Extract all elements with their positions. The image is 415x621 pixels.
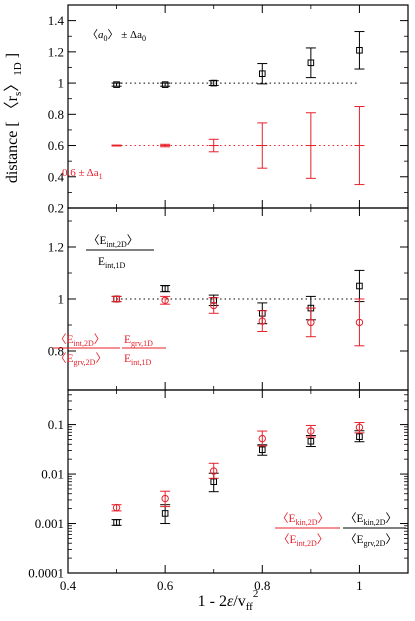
y-tick-label: 0.8	[48, 344, 64, 359]
data-point	[112, 295, 121, 303]
svg-text:〈Ekin,2D〉: 〈Ekin,2D〉	[345, 512, 397, 527]
annotation-eint-ratio: 〈Eint,2D〉 Eint,1D	[86, 234, 154, 270]
annotation-ekin-eint: 〈Ekin,2D〉 〈Eint,2D〉	[275, 512, 340, 548]
series-1	[111, 422, 365, 512]
y-tick-label: 0.1	[48, 417, 64, 432]
svg-text:〈Egrv,2D〉: 〈Egrv,2D〉	[345, 533, 397, 548]
panel-bottom: 0.0001 0.001 0.01 0.1	[28, 389, 409, 581]
data-point	[307, 318, 315, 327]
data-point	[258, 70, 266, 78]
panels: 0.20.40.60.811.21.40.811.20.00010.0010.0…	[28, 4, 409, 581]
data-point	[307, 427, 315, 435]
svg-text:〈Eint,2D〉: 〈Eint,2D〉	[88, 234, 138, 249]
series-1	[111, 106, 365, 186]
y-axis-title: distance [ 〈rs〉1D ]	[4, 53, 24, 183]
data-point	[258, 434, 266, 443]
data-point	[161, 296, 169, 304]
svg-text:〈Eint,2D〉: 〈Eint,2D〉	[55, 333, 105, 348]
series-0	[111, 430, 365, 526]
series-1	[111, 295, 365, 347]
data-point	[112, 503, 121, 512]
y-tick-label: 1	[58, 76, 65, 91]
series-0	[111, 269, 365, 325]
data-point	[356, 46, 363, 54]
y-tick-label: 0.2	[48, 201, 64, 216]
data-point	[210, 79, 218, 87]
data-point	[355, 318, 364, 327]
data-point	[210, 467, 218, 475]
svg-text:〈Ekin,2D〉: 〈Ekin,2D〉	[277, 512, 329, 527]
y-tick-label: 1	[58, 292, 65, 307]
data-point	[258, 446, 266, 454]
data-point	[210, 478, 218, 486]
data-point	[356, 282, 363, 290]
data-point	[113, 81, 120, 88]
data-point	[161, 494, 169, 503]
y-tick-label: 1.4	[48, 13, 65, 28]
data-point	[113, 519, 120, 526]
y-tick-label: 0.01	[41, 467, 64, 482]
svg-text:〈Egrv,2D〉: 〈Egrv,2D〉	[55, 352, 107, 367]
data-point	[356, 433, 363, 440]
svg-text:Eint,1D: Eint,1D	[124, 353, 151, 367]
y-tick-label: 1.2	[48, 44, 64, 59]
y-tick-label: 0.4	[48, 169, 65, 184]
x-tick-label: 0.6	[157, 578, 174, 593]
annotation-eint-egrv: 〈Eint,2D〉 〈Egrv,2D〉 Egrv,1D Eint,1D	[53, 333, 166, 367]
annotation-ekin-egrv: 〈Ekin,2D〉 〈Egrv,2D〉	[343, 512, 406, 548]
svg-text:Egrv,1D: Egrv,1D	[124, 334, 153, 348]
data-point	[307, 59, 315, 67]
y-tick-label: 0.0001	[28, 566, 64, 581]
x-tick-label: 1	[356, 578, 363, 593]
x-tick-label: 0.8	[254, 578, 270, 593]
y-tick-label: 0.8	[48, 107, 64, 122]
x-tick-labels: 0.4 0.6 0.8 1	[60, 578, 363, 593]
data-point	[161, 81, 169, 88]
y-tick-label: 1.2	[48, 240, 64, 255]
y-tick-label: 0.001	[35, 516, 64, 531]
data-point	[210, 301, 218, 310]
annotation-a0: 〈a0〉 ± Δa0	[87, 28, 146, 43]
data-point	[161, 285, 169, 292]
data-point	[355, 423, 364, 432]
data-point	[307, 437, 315, 445]
series-0	[111, 31, 365, 88]
data-point	[258, 317, 266, 325]
x-axis-title: 1 - 2ε/vff2	[198, 588, 259, 613]
panel-middle: 0.8 1 1.2	[48, 207, 409, 391]
annotation-a1: 0.6 ± Δa1	[62, 167, 103, 181]
y-tick-label: 0.6	[48, 138, 65, 153]
x-tick-label: 0.4	[60, 578, 77, 593]
svg-text:Eint,1D: Eint,1D	[98, 256, 125, 270]
svg-text:〈Eint,2D〉: 〈Eint,2D〉	[278, 533, 328, 548]
data-point	[161, 510, 169, 517]
